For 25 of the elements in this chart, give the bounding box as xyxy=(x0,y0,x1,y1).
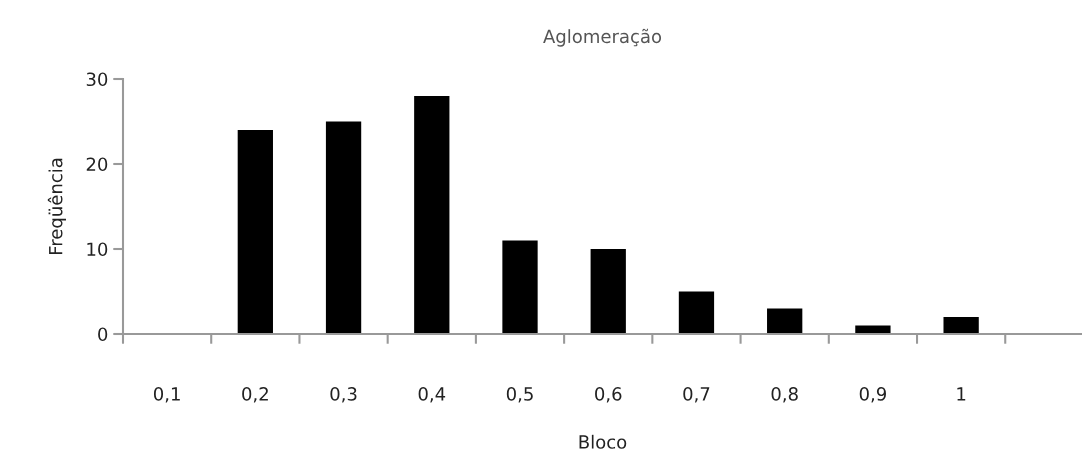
x-tick-label: 0,8 xyxy=(771,387,798,403)
y-tick-label: 10 xyxy=(87,242,108,257)
bar xyxy=(590,249,626,334)
y-tick-label: 20 xyxy=(86,157,108,172)
x-axis-title: Bloco xyxy=(579,434,627,449)
x-tick-label: 0,7 xyxy=(683,387,710,403)
bar xyxy=(502,240,538,334)
x-tick-label: 0,6 xyxy=(595,387,622,403)
bar xyxy=(678,291,715,334)
x-tick-label: 0,5 xyxy=(506,387,533,403)
y-axis-title: Freqüência xyxy=(47,158,66,255)
bar xyxy=(414,96,450,334)
bar xyxy=(767,308,803,334)
x-tick-label: 0,1 xyxy=(153,387,180,403)
x-tick-label: 0,2 xyxy=(242,387,268,403)
x-tick-label: 1 xyxy=(957,387,966,401)
y-tick-label: 0 xyxy=(98,327,108,342)
bar xyxy=(943,317,979,334)
chart-title: Aglomeração xyxy=(543,28,662,47)
x-tick-label: 0,3 xyxy=(330,387,357,403)
bar xyxy=(237,130,273,334)
x-tick-label: 0,9 xyxy=(859,387,886,403)
y-tick-label: 30 xyxy=(86,72,108,87)
x-tick-label: 0,4 xyxy=(418,387,446,403)
bar xyxy=(325,121,362,334)
